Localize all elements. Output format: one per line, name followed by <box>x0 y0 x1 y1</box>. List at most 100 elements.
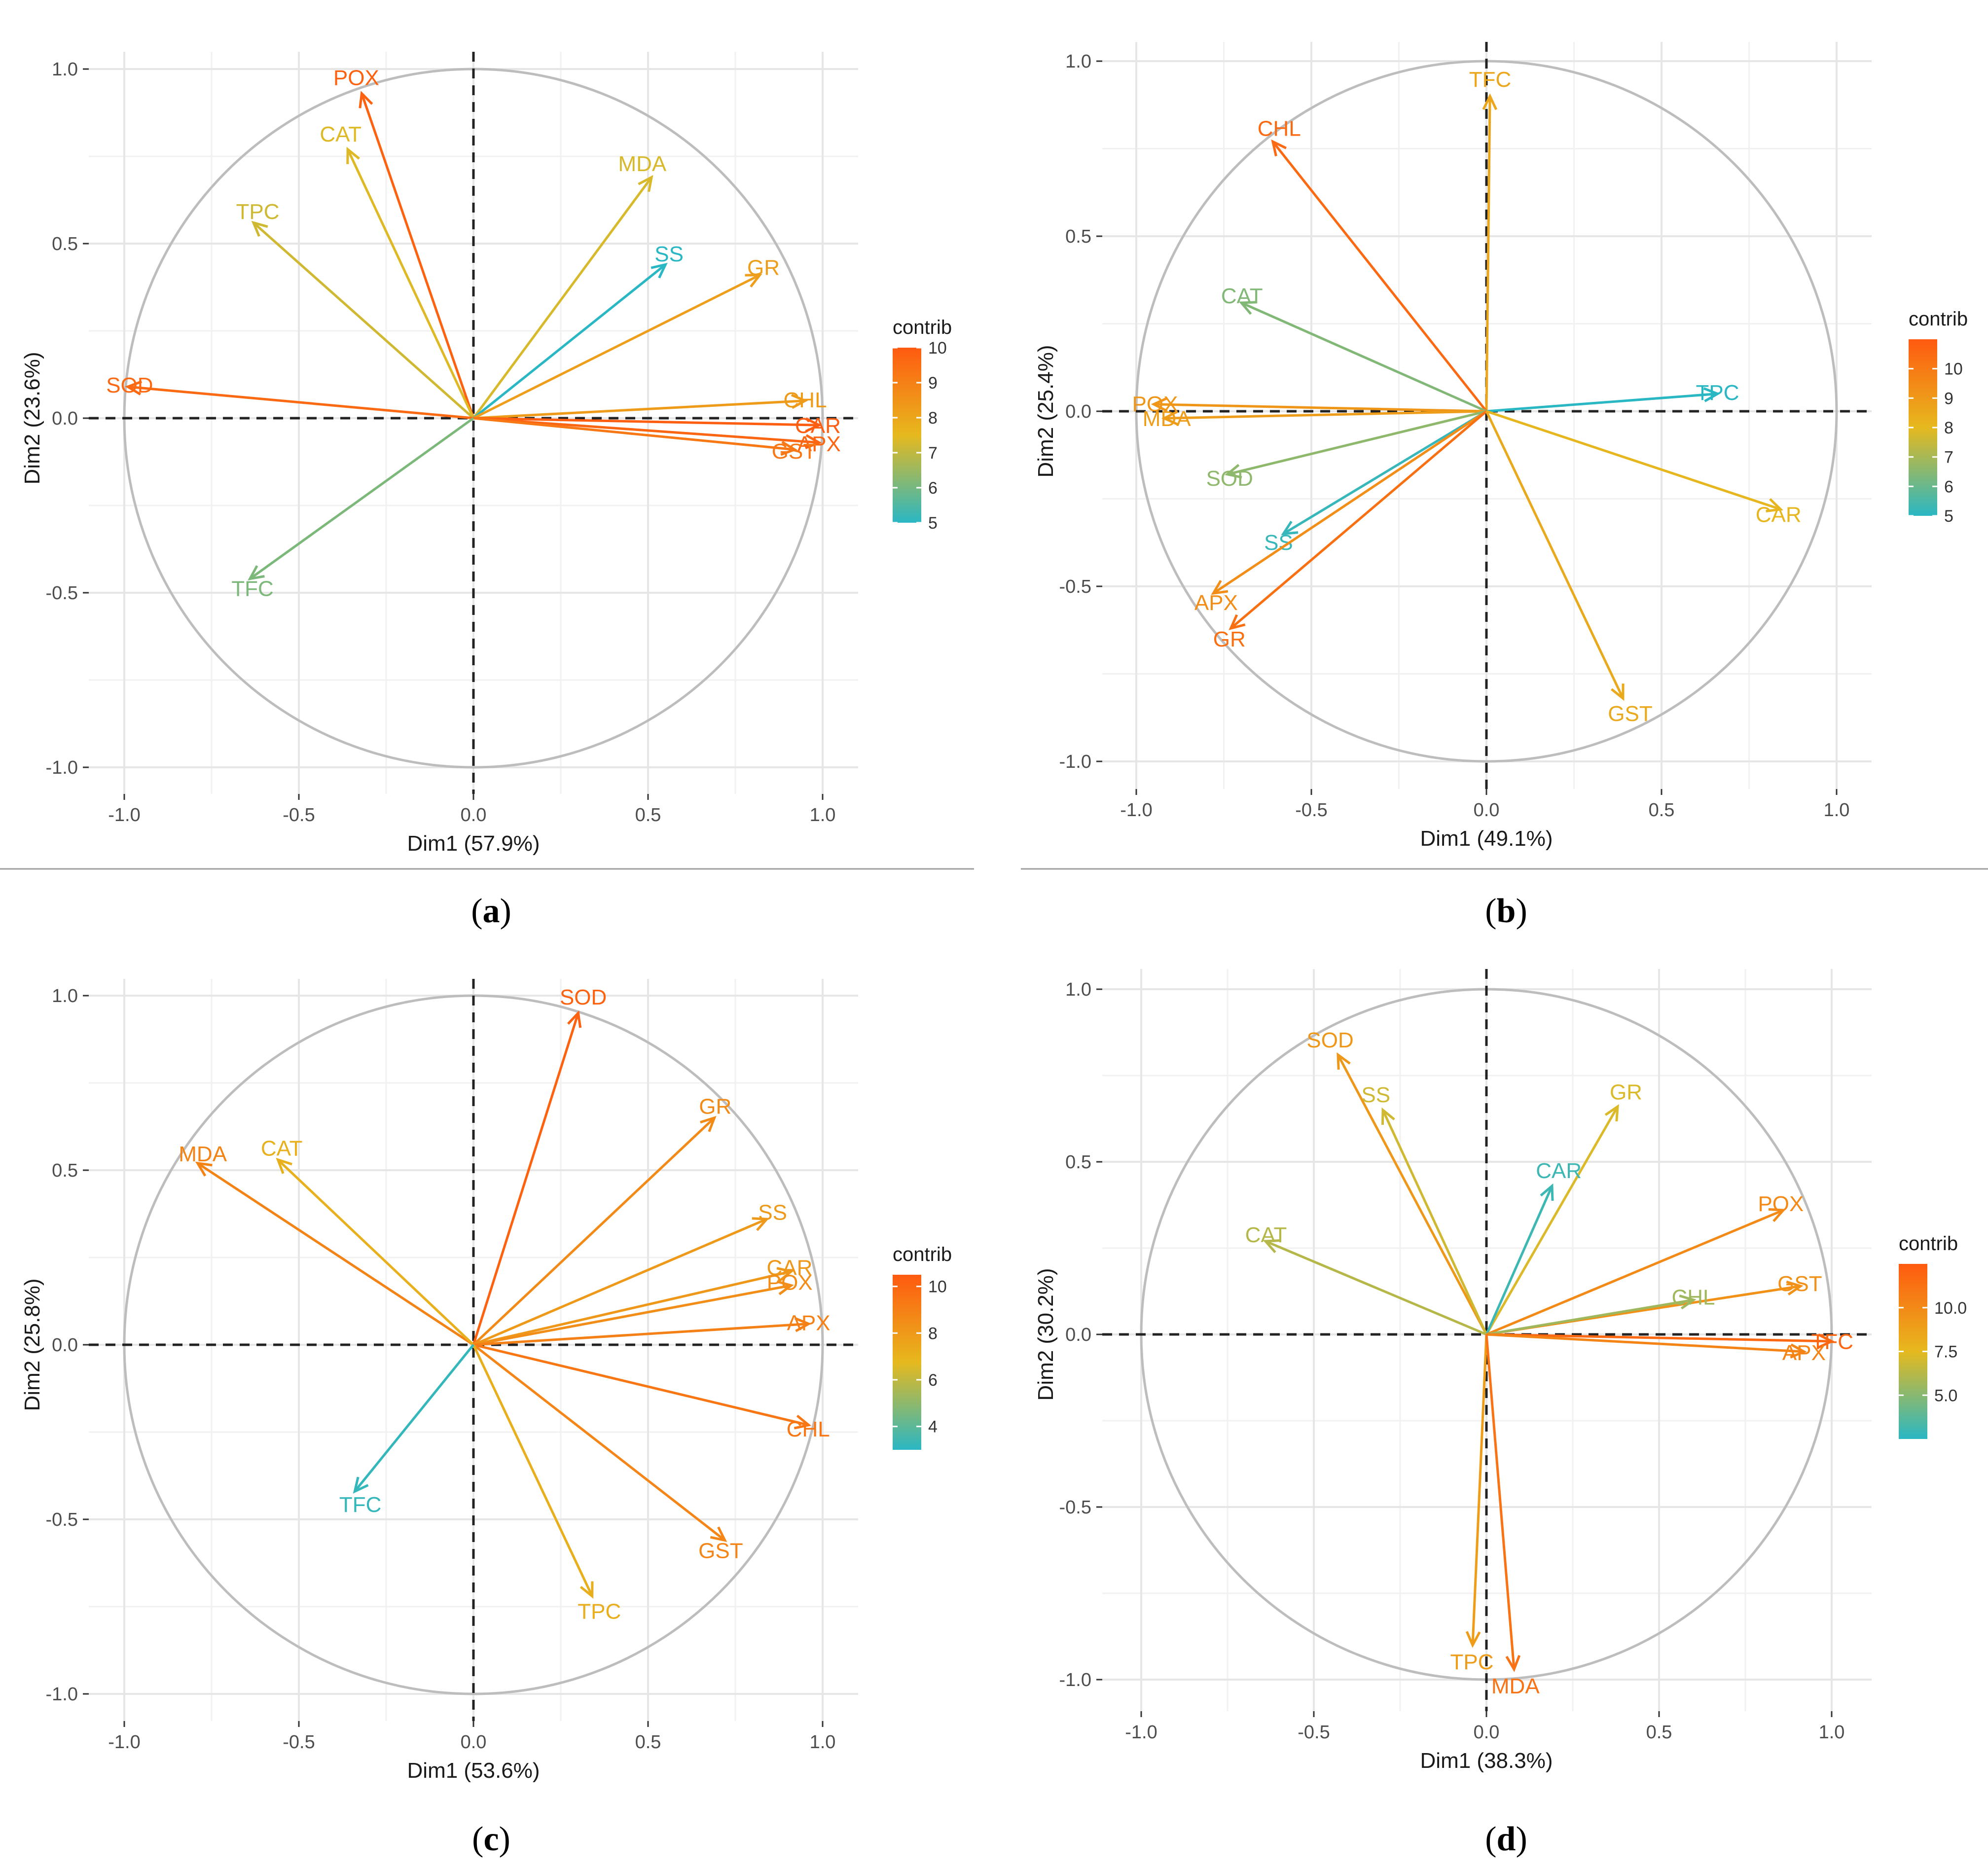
label-chl: CHL <box>1672 1285 1715 1309</box>
label-car: CAR <box>767 1256 813 1280</box>
arrowhead-tfc <box>1482 93 1498 110</box>
label-cat: CAT <box>1221 284 1263 308</box>
arrowhead-cat <box>1238 301 1257 315</box>
variable-pox: POX <box>473 1270 813 1346</box>
x-tick-label: 0.5 <box>1646 1722 1672 1743</box>
variable-chl: CHL <box>473 388 827 420</box>
arrowhead-sod <box>125 380 143 395</box>
label-gst: GST <box>1608 702 1652 726</box>
panel-caption-a: (a) <box>471 892 511 930</box>
variable-car: CAR <box>473 1256 813 1346</box>
label-gst: GST <box>1777 1272 1822 1296</box>
variable-mda: MDA <box>179 1142 474 1346</box>
legend-tick-label: 5 <box>1944 507 1953 526</box>
variable-pox: POX <box>333 66 475 419</box>
arrow-pox <box>1154 403 1487 413</box>
arrowhead-tpc <box>1703 387 1721 402</box>
x-axis-title: Dim1 (57.9%) <box>407 831 540 856</box>
variable-ss: SS <box>472 242 684 419</box>
arrow-ss <box>1381 1109 1488 1335</box>
legend-colorbar <box>893 348 921 523</box>
x-tick-label: 1.0 <box>1824 800 1850 821</box>
legend-tick-label: 5 <box>928 514 938 533</box>
arrow-ss <box>472 263 666 419</box>
label-tfc: TFC <box>339 1493 382 1517</box>
x-axis-title: Dim1 (38.3%) <box>1420 1749 1553 1773</box>
label-chl: CHL <box>787 1417 830 1441</box>
panel-caption-b: (b) <box>1485 892 1527 930</box>
y-tick-label: 0.5 <box>52 1160 78 1181</box>
arrow-tpc <box>253 221 474 419</box>
y-tick-label: 1.0 <box>1065 51 1091 72</box>
variable-gst: GST <box>1485 410 1653 726</box>
legend-tick-label: 10 <box>928 339 947 358</box>
y-tick-label: 0.0 <box>1065 1325 1091 1345</box>
x-tick-label: -0.5 <box>283 805 315 826</box>
arrow-gr <box>1485 1106 1619 1335</box>
arrowhead-gr <box>700 1115 717 1132</box>
variable-pox: POX <box>1486 1192 1804 1336</box>
x-tick-label: 0.0 <box>461 805 487 826</box>
label-pox: POX <box>333 66 379 90</box>
arrow-chl <box>1271 141 1487 412</box>
arrow-gr <box>1230 410 1487 630</box>
y-tick-label: 0.0 <box>52 1335 78 1356</box>
arrow-mda <box>1485 1334 1516 1670</box>
arrow-cat <box>346 148 475 419</box>
legend-tick-label: 10 <box>1944 360 1963 379</box>
label-car: CAR <box>1536 1159 1582 1183</box>
variable-car: CAR <box>473 414 841 438</box>
arrowhead-gst <box>1786 1280 1804 1296</box>
arrow-tfc <box>1485 96 1491 412</box>
y-tick-label: -1.0 <box>1059 1670 1091 1690</box>
variable-car: CAR <box>1485 1159 1582 1335</box>
arrowhead-tpc <box>1465 1631 1481 1648</box>
y-tick-label: 0.5 <box>1065 1152 1091 1173</box>
arrow-gr <box>472 1116 716 1346</box>
arrowhead-tfc <box>353 1476 369 1494</box>
arrowhead-chl <box>791 394 808 409</box>
arrowhead-apx <box>1211 580 1229 595</box>
pca-panel-c: -1.0 -0.5 0.0 0.5 1.0 -1.0 -0.5 0.0 0.5 1.0 Dim1 (… <box>20 979 952 1783</box>
variable-apx: APX <box>473 1311 831 1346</box>
arrow-mda <box>1164 410 1487 420</box>
arrow-sod <box>1227 410 1487 476</box>
legend-tick-label: 4 <box>928 1418 938 1436</box>
arrowhead-mda <box>195 1161 213 1177</box>
legend-tick-label: 6 <box>928 1371 938 1390</box>
arrow-gr <box>472 274 760 420</box>
arrowhead-gst <box>710 1526 727 1543</box>
arrowhead-apx <box>805 434 822 449</box>
variable-sod: SOD <box>472 985 607 1345</box>
variable-tpc: TPC <box>1450 1334 1493 1674</box>
variable-cat: CAT <box>261 1136 474 1346</box>
arrowhead-gst <box>1610 683 1625 701</box>
label-sod: SOD <box>560 985 607 1009</box>
legend-colorbar <box>893 1275 921 1450</box>
arrowhead-chl <box>1679 1294 1697 1310</box>
label-cat: CAT <box>261 1136 303 1160</box>
arrow-chl <box>1486 1298 1694 1336</box>
variable-pox: POX <box>1132 392 1487 416</box>
variable-cat: CAT <box>320 122 475 419</box>
arrowhead-tfc <box>1817 1333 1835 1349</box>
arrowhead-car <box>1540 1183 1554 1201</box>
arrow-ss <box>1282 410 1487 535</box>
label-mda: MDA <box>1143 407 1191 431</box>
x-tick-label: 1.0 <box>810 805 836 826</box>
arrowhead-mda <box>1161 410 1179 426</box>
arrowhead-sod <box>1337 1052 1351 1070</box>
x-tick-label: -1.0 <box>108 1732 140 1753</box>
arrow-apx <box>473 1323 809 1346</box>
arrowhead-apx <box>794 1317 812 1332</box>
arrow-sod <box>472 1012 579 1345</box>
label-gr: GR <box>1213 627 1246 651</box>
label-ss: SS <box>1361 1083 1390 1107</box>
arrow-mda <box>197 1162 474 1346</box>
arrowhead-tfc <box>248 565 265 581</box>
y-tick-label: 0.0 <box>1065 401 1091 422</box>
variable-apx: APX <box>1194 410 1487 615</box>
legend-tick-label: 9 <box>1944 389 1953 408</box>
label-tpc: TPC <box>1450 1650 1493 1674</box>
label-sod: SOD <box>1306 1028 1353 1052</box>
